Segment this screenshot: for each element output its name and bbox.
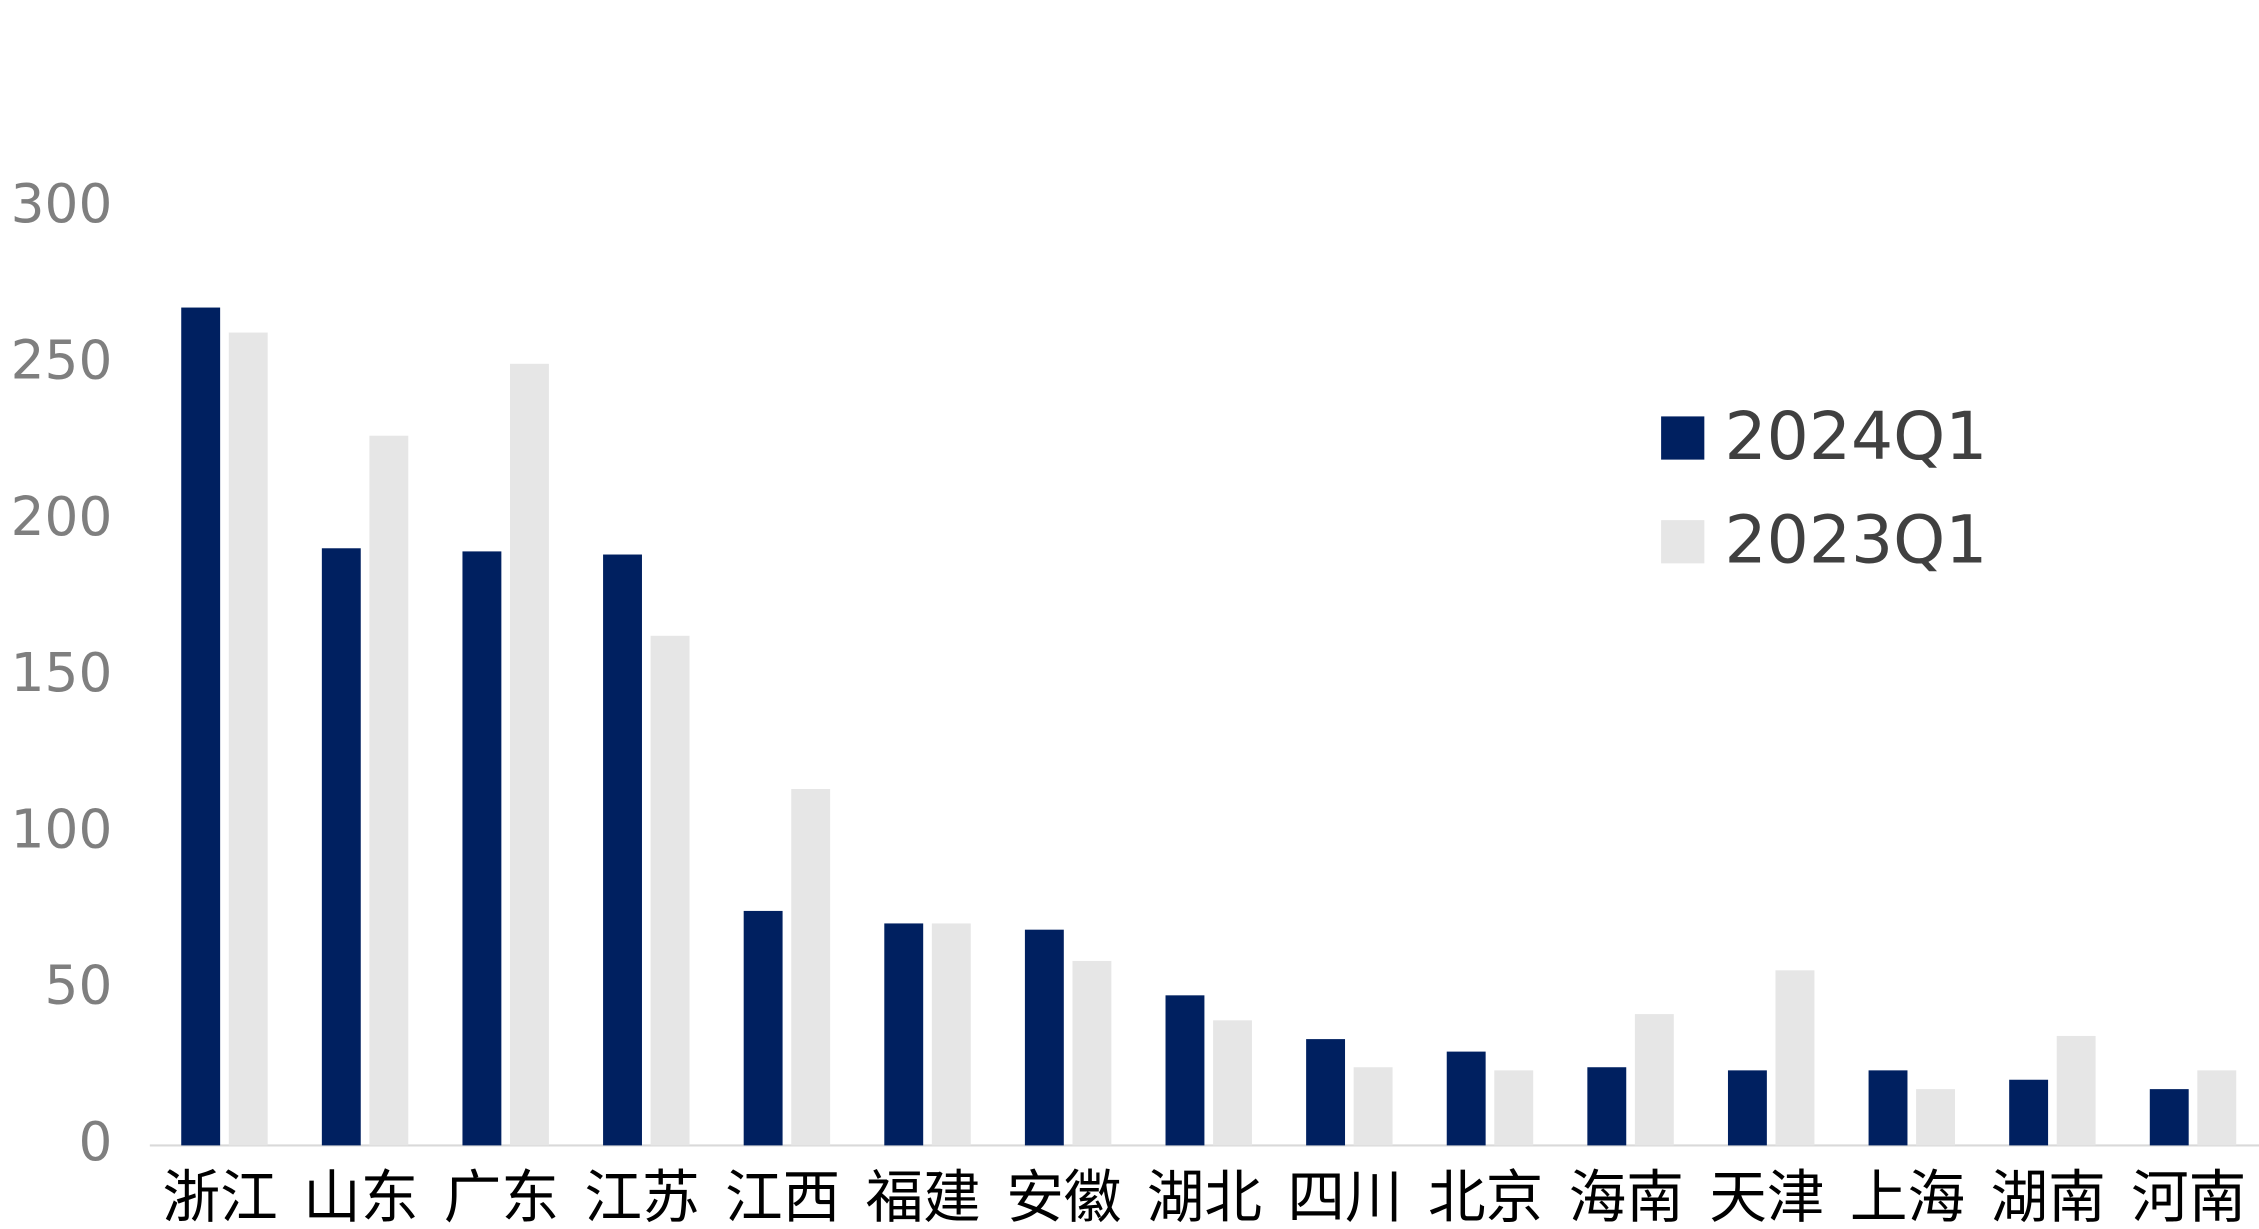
- x-tick-label: 山东: [303, 1164, 418, 1229]
- bar: [1494, 1070, 1534, 1146]
- bar: [1446, 1051, 1486, 1146]
- bar: [2149, 1089, 2189, 1146]
- x-tick-label: 湖南: [1990, 1164, 2105, 1229]
- bar: [1775, 970, 1815, 1146]
- bar: [2009, 1079, 2049, 1146]
- bar: [931, 923, 971, 1146]
- bar: [1868, 1070, 1908, 1146]
- bar: [650, 635, 690, 1146]
- y-tick-label: 150: [11, 642, 113, 704]
- y-tick-label: 200: [11, 486, 113, 548]
- x-tick-label: 安徽: [1006, 1164, 1121, 1229]
- bar: [791, 788, 831, 1146]
- y-tick-label: 0: [78, 1111, 112, 1173]
- x-tick-label: 河南: [2131, 1164, 2246, 1229]
- x-tick-label: 浙江: [163, 1164, 278, 1229]
- bar: [1213, 1020, 1252, 1146]
- bar: [181, 307, 221, 1146]
- bar: [2197, 1070, 2237, 1146]
- bar: [462, 551, 502, 1146]
- x-tick-label: 广东: [444, 1164, 559, 1229]
- legend-label: 2024Q1: [1725, 397, 1988, 475]
- bar: [321, 548, 361, 1146]
- bar: [2056, 1035, 2096, 1146]
- bar: [1916, 1089, 1956, 1146]
- y-tick-label: 250: [11, 329, 113, 391]
- x-tick-label: 上海: [1850, 1164, 1965, 1229]
- bar: [1587, 1067, 1627, 1146]
- x-tick-label: 海南: [1569, 1164, 1684, 1229]
- y-tick-label: 100: [11, 798, 113, 860]
- y-tick-label: 50: [45, 955, 113, 1017]
- x-tick-label: 江西: [725, 1164, 840, 1229]
- bar: [1727, 1070, 1767, 1146]
- bar: [1306, 1039, 1346, 1146]
- bar: [1353, 1067, 1393, 1146]
- x-tick-label: 福建: [866, 1164, 981, 1229]
- x-tick-label: 湖北: [1147, 1164, 1262, 1229]
- bar: [1024, 929, 1064, 1146]
- bar: [603, 554, 642, 1146]
- bar: [884, 923, 924, 1146]
- bar: [1165, 995, 1205, 1146]
- y-tick-label: 300: [11, 173, 113, 235]
- x-tick-label: 北京: [1428, 1164, 1543, 1229]
- bar: [1634, 1014, 1674, 1146]
- bar: [510, 363, 549, 1146]
- legend-swatch: [1661, 416, 1705, 460]
- legend-swatch: [1661, 520, 1705, 564]
- bar: [1072, 960, 1112, 1146]
- x-tick-label: 四川: [1287, 1164, 1402, 1229]
- bar: [369, 435, 409, 1146]
- bar: [743, 910, 783, 1146]
- bar: [228, 332, 268, 1146]
- legend-label: 2023Q1: [1725, 501, 1988, 579]
- x-tick-label: 江苏: [584, 1164, 699, 1229]
- x-tick-label: 天津: [1709, 1164, 1824, 1229]
